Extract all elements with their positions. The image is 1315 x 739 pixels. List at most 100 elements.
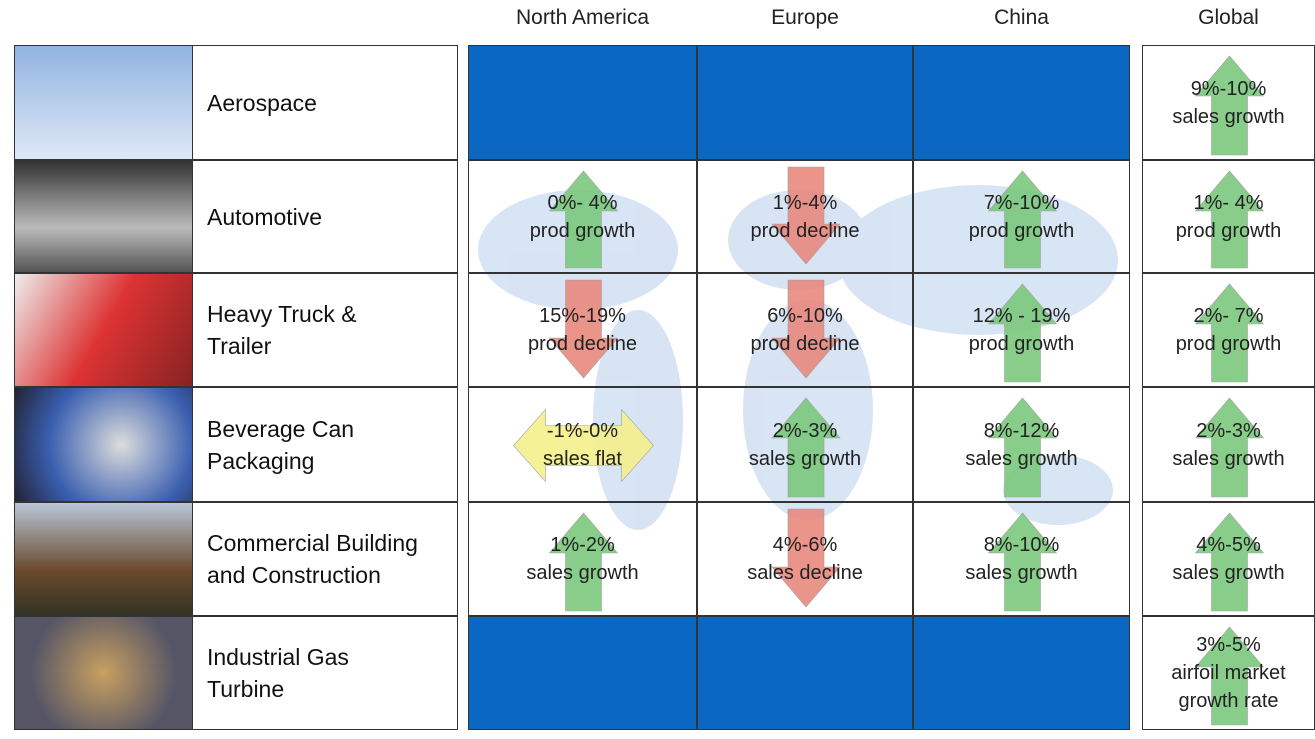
cell-text: 0%- 4% — [547, 191, 618, 214]
trend-arrow — [1194, 512, 1265, 612]
trend-cell: 1%- 4% prod growth — [1142, 160, 1315, 273]
empty-cell — [913, 45, 1130, 160]
cell-text: 4%-6% — [772, 534, 838, 556]
trend-arrow — [1194, 170, 1265, 269]
cell-text: sales growth — [965, 562, 1078, 584]
row-label: Aerospace — [192, 45, 458, 160]
trend-cell: 0%- 4% prod growth — [468, 160, 697, 273]
cell-text: sales growth — [1172, 562, 1285, 584]
trend-cell: 4%-5% sales growth — [1142, 502, 1315, 616]
cell-text: 1%- 4% — [1193, 191, 1264, 214]
cell-text: 3%-5% — [1196, 634, 1261, 656]
trend-cell: 12% - 19% prod growth — [913, 273, 1130, 387]
empty-cell — [468, 45, 697, 160]
column-header: North America — [515, 6, 650, 29]
row-label-line: Commercial Building — [207, 530, 418, 556]
cell-text: 1%-2% — [550, 534, 615, 556]
column-header: China — [994, 6, 1049, 29]
row-image — [14, 502, 193, 616]
cell-text: prod decline — [528, 333, 637, 355]
trend-arrow — [548, 170, 619, 269]
cell-text: prod growth — [529, 219, 636, 242]
row-image — [14, 616, 193, 730]
column-header: Global — [1198, 6, 1259, 29]
cell-text: 8%-12% — [983, 419, 1060, 442]
trend-cell: 2%-3% sales growth — [1142, 387, 1315, 502]
cell-text: prod growth — [1175, 219, 1282, 242]
trend-arrow — [771, 508, 841, 608]
row-label-line: Beverage Can — [207, 415, 355, 442]
row-label-line: Heavy Truck & — [207, 301, 357, 327]
cell-text: 4%-5% — [1196, 534, 1261, 556]
row-image — [14, 273, 193, 387]
cell-text: prod decline — [750, 219, 860, 242]
trend-arrow — [771, 279, 841, 379]
trend-cell: 6%-10% prod decline — [697, 273, 913, 387]
cell-text: 12% - 19% — [972, 305, 1071, 327]
cell-text: prod decline — [750, 333, 860, 355]
trend-cell: 3%-5% airfoil market growth rate — [1142, 616, 1315, 730]
trend-cell: 2%-3% sales growth — [697, 387, 913, 502]
row-label-line: Automotive — [207, 203, 323, 230]
cell-text: 8%-10% — [983, 534, 1060, 556]
trend-cell: 8%-10% sales growth — [913, 502, 1130, 616]
trend-arrow — [1194, 283, 1265, 383]
row-image — [14, 45, 193, 160]
trend-arrow — [987, 170, 1058, 269]
row-label: Automotive — [192, 160, 458, 273]
row-label-line: Aerospace — [207, 89, 317, 116]
cell-text: 6%-10% — [767, 305, 843, 327]
cell-text: 7%-10% — [983, 191, 1060, 214]
cell-text: 15%-19% — [539, 305, 626, 327]
trend-cell: 8%-12% sales growth — [913, 387, 1130, 502]
trend-arrow — [513, 408, 654, 483]
cell-text: sales growth — [748, 447, 862, 470]
trend-arrow — [987, 512, 1058, 612]
trend-cell: 7%-10% prod growth — [913, 160, 1130, 273]
row-label: Beverage Can Packaging — [192, 387, 458, 502]
trend-arrow — [1194, 626, 1265, 726]
trend-arrow — [771, 166, 841, 265]
trend-arrow — [771, 397, 841, 498]
row-label-line: Trailer — [207, 333, 272, 359]
trend-cell: 2%- 7% prod growth — [1142, 273, 1315, 387]
trend-cell: 4%-6% sales decline — [697, 502, 913, 616]
cell-text: sales flat — [543, 447, 622, 470]
trend-arrow — [548, 279, 619, 379]
cell-text: 9%-10% — [1190, 77, 1267, 100]
trend-cell: 15%-19% prod decline — [468, 273, 697, 387]
cell-text: sales growth — [1172, 447, 1285, 470]
trend-arrow — [1194, 55, 1265, 156]
empty-cell — [468, 616, 697, 730]
cell-text: sales growth — [965, 447, 1078, 470]
row-image — [14, 387, 193, 502]
cell-text: 1%-4% — [772, 191, 838, 214]
cell-text: growth rate — [1178, 690, 1279, 712]
row-label: Heavy Truck & Trailer — [192, 273, 458, 387]
cell-text: 2%-3% — [1196, 419, 1261, 442]
cell-text: 2%-3% — [772, 419, 838, 442]
cell-text: airfoil market — [1171, 662, 1286, 684]
trend-cell: 9%-10% sales growth — [1142, 45, 1315, 160]
cell-text: sales decline — [747, 562, 863, 584]
row-label-line: Packaging — [207, 447, 315, 474]
trend-arrow — [548, 512, 619, 612]
row-image — [14, 160, 193, 273]
trend-cell: 1%-4% prod decline — [697, 160, 913, 273]
cell-text: sales growth — [526, 562, 639, 584]
column-header: Europe — [771, 6, 839, 29]
trend-cell: -1%-0% sales flat — [468, 387, 697, 502]
row-label-line: Turbine — [207, 676, 285, 702]
trend-arrow — [987, 283, 1058, 383]
trend-arrow — [987, 397, 1058, 498]
cell-text: sales growth — [1172, 105, 1285, 128]
cell-text: 2%- 7% — [1193, 305, 1264, 327]
trend-arrow — [1194, 397, 1265, 498]
cell-text: prod growth — [968, 333, 1075, 355]
row-label-line: and Construction — [207, 562, 381, 588]
row-label: Commercial Building and Construction — [192, 502, 458, 616]
empty-cell — [697, 616, 913, 730]
row-label-line: Industrial Gas — [207, 644, 349, 670]
cell-text: -1%-0% — [546, 419, 619, 442]
